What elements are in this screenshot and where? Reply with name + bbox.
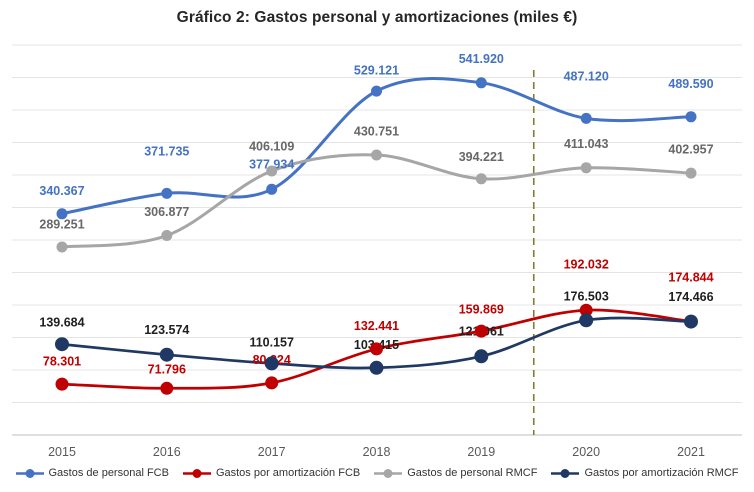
data-point [161, 187, 173, 199]
legend-marker-icon [551, 468, 580, 478]
legend-item: Gastos de personal FCB [15, 467, 169, 479]
data-label: 139.684 [39, 315, 84, 329]
data-label: 411.043 [564, 137, 609, 151]
data-label: 159.869 [459, 302, 504, 316]
legend-marker-icon [182, 468, 211, 478]
data-label: 123.574 [144, 323, 189, 337]
data-point [265, 376, 279, 390]
data-label: 371.735 [144, 145, 189, 159]
data-point [266, 165, 278, 177]
data-point [685, 167, 697, 179]
data-label: 529.121 [354, 63, 399, 77]
data-label: 110.157 [249, 336, 294, 350]
x-axis-label: 2018 [363, 445, 391, 459]
data-label: 78.301 [43, 354, 81, 368]
data-point [474, 324, 488, 338]
data-point [264, 356, 279, 371]
legend-item-label: Gastos de personal FCB [48, 467, 169, 479]
data-label: 174.466 [668, 290, 713, 304]
x-axis-label: 2015 [48, 445, 76, 459]
data-label: 377.934 [249, 158, 294, 172]
x-axis-label: 2020 [572, 445, 600, 459]
data-point [580, 162, 592, 174]
data-point [474, 349, 489, 364]
data-label: 71.796 [148, 363, 186, 377]
data-label: 430.751 [354, 124, 399, 138]
data-label: 289.251 [39, 217, 84, 231]
legend-item: Gastos de personal RMCF [374, 467, 537, 479]
data-point [371, 85, 382, 97]
data-label: 487.120 [564, 70, 609, 84]
data-label: 132.441 [354, 319, 399, 333]
data-label: 340.367 [39, 184, 84, 198]
legend-marker-icon [15, 468, 44, 478]
legend-item: Gastos por amortización FCB [182, 467, 361, 479]
data-point [475, 173, 487, 185]
x-axis-label: 2021 [677, 445, 705, 459]
data-point [56, 208, 68, 220]
legend-item: Gastos por amortización RMCF [551, 467, 739, 479]
data-point [475, 77, 487, 89]
x-axis-label: 2016 [153, 445, 181, 459]
data-point [266, 183, 278, 195]
x-axis-label: 2017 [258, 445, 286, 459]
data-point [159, 347, 174, 362]
data-label: 402.957 [668, 142, 713, 156]
series-line-3 [60, 153, 693, 249]
data-label: 489.590 [668, 77, 713, 91]
data-label: 394.221 [459, 150, 504, 164]
chart-title: Gráfico 2: Gastos personal y amortizacio… [176, 9, 578, 26]
chart-legend: Gastos de personal FCB Gastos por amortiz… [0, 467, 754, 479]
x-axis-label: 2019 [467, 445, 495, 459]
data-point [55, 377, 69, 391]
data-label: 406.109 [249, 139, 294, 153]
data-point [684, 314, 698, 329]
data-point [685, 111, 697, 123]
data-label: 192.032 [564, 257, 609, 271]
legend-marker-icon [374, 468, 403, 478]
data-point [160, 381, 174, 395]
data-label: 176.503 [564, 290, 609, 304]
chart-canvas: 340.367 371.735 377.934 529.121 541.920 487.1… [12, 44, 742, 459]
data-point [579, 303, 593, 317]
data-point [369, 360, 384, 375]
data-label: 306.877 [144, 205, 189, 219]
legend-item-label: Gastos por amortización FCB [215, 467, 361, 479]
data-point [370, 342, 383, 356]
data-label: 541.920 [459, 52, 504, 66]
data-point [161, 230, 173, 241]
data-point [55, 337, 69, 352]
data-point [580, 112, 592, 124]
data-point [56, 241, 68, 253]
data-label: 174.844 [668, 271, 713, 285]
data-point [579, 313, 594, 328]
data-point [371, 149, 382, 161]
legend-item-label: Gastos de personal RMCF [407, 467, 538, 479]
legend-item-label: Gastos por amortización RMCF [584, 467, 739, 479]
